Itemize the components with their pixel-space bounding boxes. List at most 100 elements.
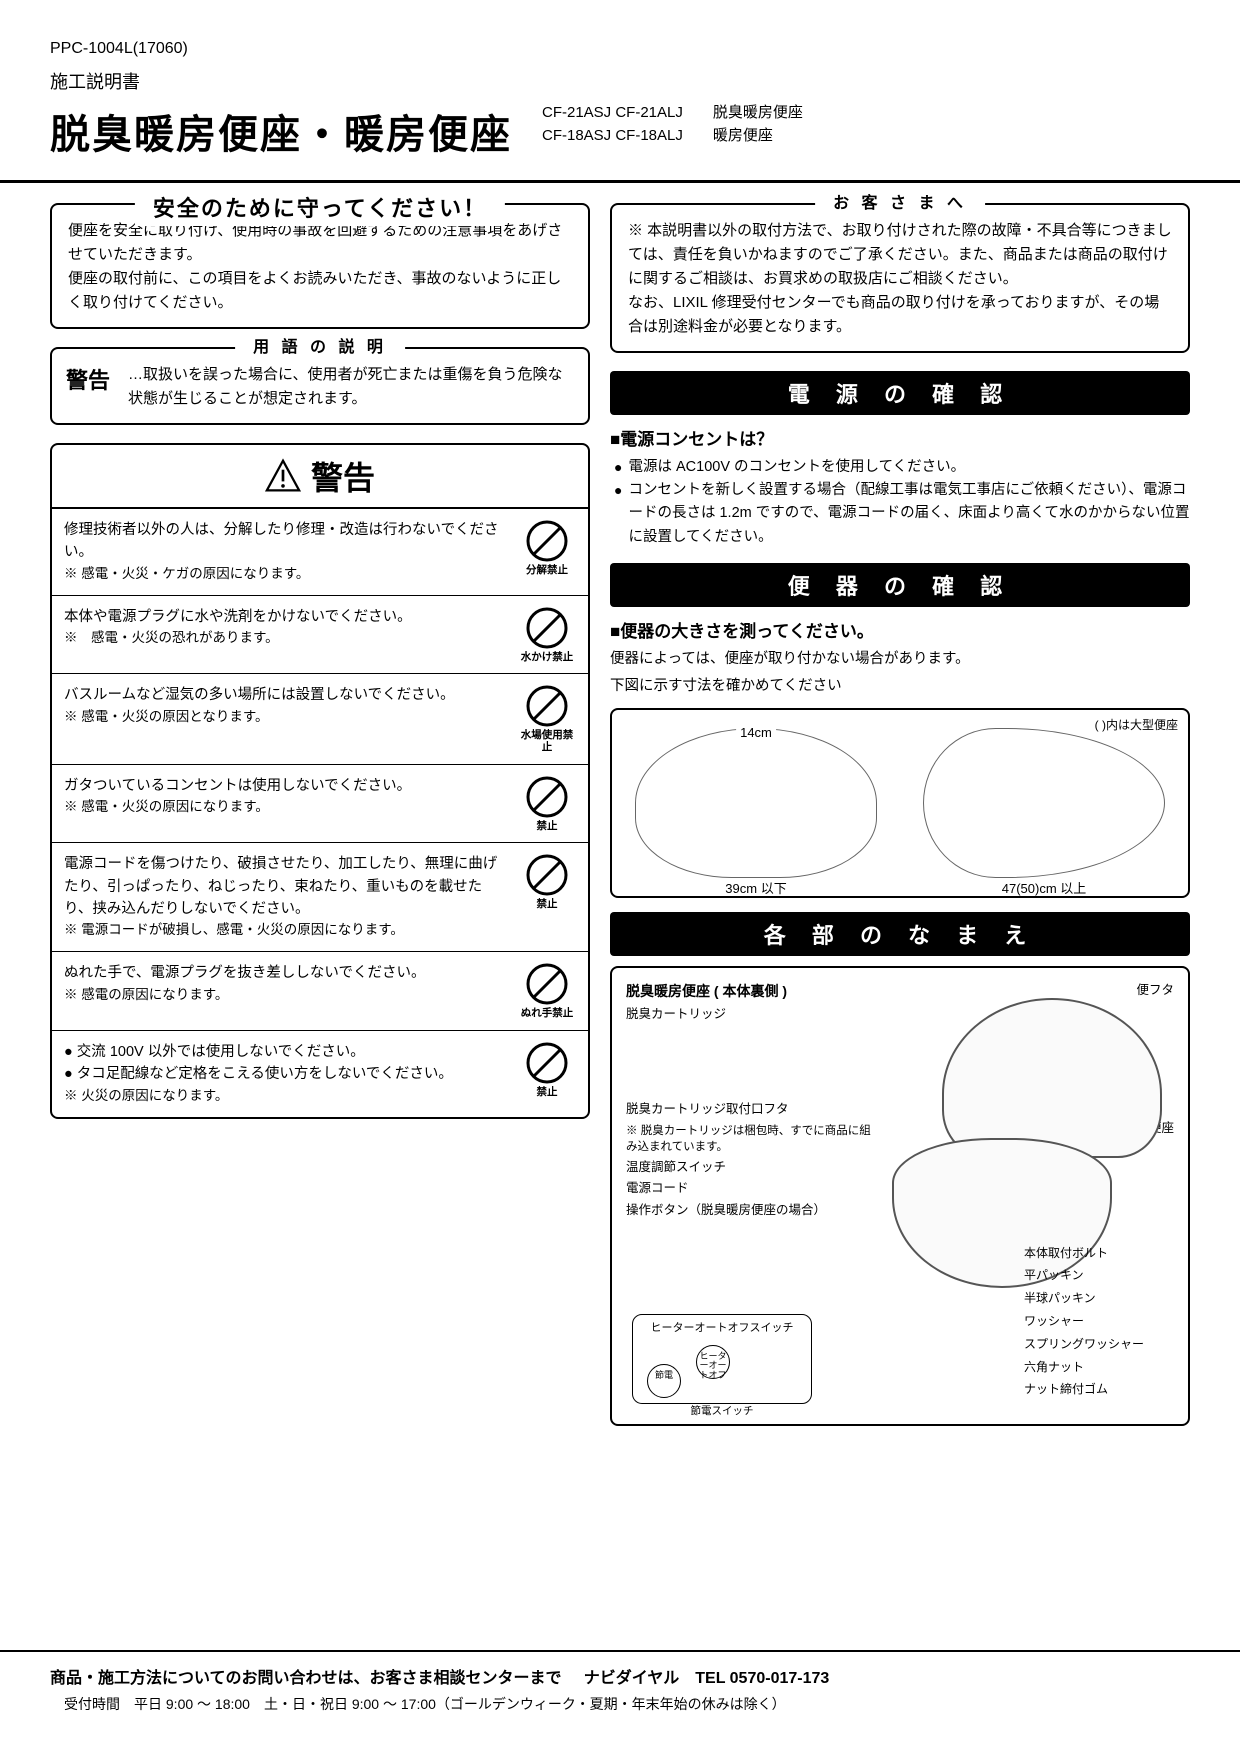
btn-eco: 節電 bbox=[647, 1364, 681, 1398]
warning-item: ● 交流 100V 以外では使用しないでください。 ● タコ足配線など定格をこえ… bbox=[52, 1030, 588, 1117]
model-line-2: CF-18ASJ CF-18ALJ bbox=[542, 125, 683, 148]
footer-contact: 商品・施工方法についてのお問い合わせは、お客さま相談センターまで ナビダイヤル … bbox=[50, 1664, 1190, 1688]
main-title: 脱臭暖房便座・暖房便座 bbox=[50, 102, 512, 160]
title-row: 脱臭暖房便座・暖房便座 CF-21ASJ CF-21ALJ CF-18ASJ C… bbox=[50, 102, 1190, 160]
panel-title: ヒーターオートオフスイッチ bbox=[641, 1321, 803, 1336]
toilet-section-bar: 便 器 の 確 認 bbox=[610, 563, 1190, 607]
icon-label: 水かけ禁止 bbox=[518, 652, 576, 664]
header-divider bbox=[0, 180, 1240, 183]
hardware-labels: 本体取付ボルト 平パッキン 半球パッキン ワッシャー スプリングワッシャー 六角… bbox=[1024, 1239, 1174, 1405]
label-op-buttons: 操作ボタン（脱臭暖房便座の場合） bbox=[626, 1202, 876, 1220]
parts-diagram: 脱臭暖房便座 ( 本体裏側 ) 脱臭カートリッジ 脱臭カートリッジ取付口フタ ※… bbox=[610, 966, 1190, 1426]
warn-text: バスルームなど湿気の多い場所には設置しないでください。 bbox=[64, 684, 510, 706]
hw-spring-washer: スプリングワッシャー bbox=[1024, 1336, 1174, 1353]
warn-note: ※ 感電・火災・ケガの原因になります。 bbox=[64, 564, 510, 585]
label-cartridge: 脱臭カートリッジ bbox=[626, 1006, 876, 1024]
prohibition-icon: 禁止 bbox=[518, 775, 576, 833]
terms-box: 用 語 の 説 明 警告 …取扱いを誤った場合に、使用者が死亡または重傷を負う危… bbox=[50, 347, 590, 425]
warn-note: ※ 感電・火災の原因となります。 bbox=[64, 707, 510, 728]
toilet-side-view: 47(50)cm 以上 bbox=[923, 728, 1165, 878]
parts-note: ※ 脱臭カートリッジは梱包時、すでに商品に組み込まれています。 bbox=[626, 1123, 876, 1155]
warning-item: 修理技術者以外の人は、分解したり修理・改造は行わないでください。 ※ 感電・火災… bbox=[52, 509, 588, 595]
dim-14cm: 14cm bbox=[736, 725, 776, 740]
warn-text: ぬれた手で、電源プラグを抜き差ししないでください。 bbox=[64, 962, 510, 984]
safety-box: 安全のために守ってください！ 便座を安全に取り付け、使用時の事故を回避するための… bbox=[50, 203, 590, 329]
terms-title: 用 語 の 説 明 bbox=[235, 335, 405, 361]
toilet-p1: 便器によっては、便座が取り付かない場合があります。 bbox=[610, 648, 1190, 671]
customer-body: ※ 本説明書以外の取付方法で、お取り付けされた際の故障・不具合等につきましては、… bbox=[628, 219, 1172, 339]
warning-header: 警告 bbox=[50, 443, 590, 507]
warn-text: ガタついているコンセントは使用しないでください。 bbox=[64, 775, 510, 797]
icon-label: 禁止 bbox=[518, 821, 576, 833]
control-panel-inset: ヒーターオートオフスイッチ 節電 ヒーターオートオフ 節電スイッチ bbox=[632, 1314, 812, 1404]
hw-bolt: 本体取付ボルト bbox=[1024, 1245, 1174, 1262]
footer-text-1b: ナビダイヤル TEL 0570-017-173 bbox=[584, 1670, 830, 1687]
doc-type: 施工説明書 bbox=[50, 68, 1190, 94]
icon-label: 水場使用禁止 bbox=[518, 730, 576, 753]
customer-title: お 客 さ ま へ bbox=[815, 191, 985, 217]
icon-label: ぬれ手禁止 bbox=[518, 1008, 576, 1020]
hw-hex-nut: 六角ナット bbox=[1024, 1359, 1174, 1376]
prohibition-icon: 禁止 bbox=[518, 853, 576, 911]
hw-flat-packing: 平パッキン bbox=[1024, 1267, 1174, 1284]
warn-text: 修理技術者以外の人は、分解したり修理・改造は行わないでください。 bbox=[64, 519, 510, 564]
parts-subtitle: 脱臭暖房便座 ( 本体裏側 ) bbox=[626, 982, 876, 1002]
label-power-cord: 電源コード bbox=[626, 1180, 876, 1198]
safety-title: 安全のために守ってください！ bbox=[135, 191, 505, 226]
label-lid: 便フタ bbox=[1034, 982, 1174, 1000]
footer-hours: 受付時間 平日 9:00 ～ 18:00 土・日・祝日 9:00 ～ 17:00… bbox=[50, 1694, 1190, 1714]
label-temp-switch: 温度調節スイッチ bbox=[626, 1159, 876, 1177]
hw-nut-rubber: ナット締付ゴム bbox=[1024, 1381, 1174, 1398]
hw-washer: ワッシャー bbox=[1024, 1313, 1174, 1330]
footer-text-1a: 商品・施工方法についてのお問い合わせは、お客さま相談センターまで bbox=[50, 1670, 562, 1687]
prohibition-icon: 分解禁止 bbox=[518, 519, 576, 577]
warn-note: ※ 感電・火災の恐れがあります。 bbox=[64, 628, 510, 649]
prohibition-icon: 水かけ禁止 bbox=[518, 606, 576, 664]
prohibition-icon: ぬれ手禁止 bbox=[518, 962, 576, 1020]
icon-label: 禁止 bbox=[518, 1087, 576, 1099]
term-text: …取扱いを誤った場合に、使用者が死亡または重傷を負う危険な状態が生じることが想定… bbox=[128, 363, 574, 411]
warning-item: 電源コードを傷つけたり、破損させたり、加工したり、無理に曲げたり、引っぱったり、… bbox=[52, 842, 588, 951]
warn-text: ● 交流 100V 以外では使用しないでください。 ● タコ足配線など定格をこえ… bbox=[64, 1041, 510, 1086]
warning-grid: 修理技術者以外の人は、分解したり修理・改造は行わないでください。 ※ 感電・火災… bbox=[50, 507, 590, 1119]
prohibition-icon: 水場使用禁止 bbox=[518, 684, 576, 753]
power-bullet-2: ●コンセントを新しく設置する場合（配線工事は電気工事店にご依頼ください）、電源コ… bbox=[610, 479, 1190, 549]
diagram-note: ( )内は大型便座 bbox=[1095, 716, 1178, 733]
power-section-bar: 電 源 の 確 認 bbox=[610, 371, 1190, 415]
btn-heater-auto-off: ヒーターオートオフ bbox=[696, 1345, 730, 1379]
footer: 商品・施工方法についてのお問い合わせは、お客さま相談センターまで ナビダイヤル … bbox=[50, 1650, 1190, 1714]
power-b2-text: コンセントを新しく設置する場合（配線工事は電気工事店にご依頼ください）、電源コー… bbox=[628, 479, 1190, 549]
term-label-warning: 警告 bbox=[66, 363, 122, 411]
warning-triangle-icon bbox=[265, 458, 301, 494]
toilet-dimension-diagram: ( )内は大型便座 14cm 39cm 以下 47(50)cm 以上 bbox=[610, 708, 1190, 898]
toilet-top-view: 14cm 39cm 以下 bbox=[635, 728, 877, 878]
warning-item: ぬれた手で、電源プラグを抜き差ししないでください。 ※ 感電の原因になります。 … bbox=[52, 951, 588, 1030]
model-desc-1: 脱臭暖房便座 bbox=[713, 102, 803, 125]
hw-hemisphere-packing: 半球パッキン bbox=[1024, 1290, 1174, 1307]
label-cartridge-cover: 脱臭カートリッジ取付口フタ bbox=[626, 1101, 876, 1119]
customer-box: お 客 さ ま へ ※ 本説明書以外の取付方法で、お取り付けされた際の故障・不具… bbox=[610, 203, 1190, 353]
toilet-p2: 下図に示す寸法を確かめてください bbox=[610, 675, 1190, 698]
warn-note: ※ 電源コードが破損し、感電・火災の原因になります。 bbox=[64, 920, 510, 941]
warning-item: バスルームなど湿気の多い場所には設置しないでください。 ※ 感電・火災の原因とな… bbox=[52, 673, 588, 763]
parts-section-bar: 各 部 の な ま え bbox=[610, 912, 1190, 956]
warning-item: 本体や電源プラグに水や洗剤をかけないでください。 ※ 感電・火災の恐れがあります… bbox=[52, 595, 588, 674]
power-subtitle: ■電源コンセントは？ bbox=[610, 425, 1190, 450]
prohibition-icon: 禁止 bbox=[518, 1041, 576, 1099]
toilet-subtitle: ■便器の大きさを測ってください。 bbox=[610, 617, 1190, 642]
model-numbers: CF-21ASJ CF-21ALJ CF-18ASJ CF-18ALJ bbox=[542, 102, 683, 147]
model-line-1: CF-21ASJ CF-21ALJ bbox=[542, 102, 683, 125]
warn-note: ※ 感電・火災の原因になります。 bbox=[64, 797, 510, 818]
doc-code: PPC-1004L(17060) bbox=[50, 40, 1190, 58]
warn-text: 電源コードを傷つけたり、破損させたり、加工したり、無理に曲げたり、引っぱったり、… bbox=[64, 853, 510, 920]
footer-divider bbox=[0, 1650, 1240, 1652]
dim-39cm: 39cm 以下 bbox=[725, 878, 786, 897]
warning-item: ガタついているコンセントは使用しないでください。 ※ 感電・火災の原因になります… bbox=[52, 764, 588, 843]
warn-note: ※ 火災の原因になります。 bbox=[64, 1086, 510, 1107]
model-desc-2: 暖房便座 bbox=[713, 125, 803, 148]
panel-bottom-label: 節電スイッチ bbox=[641, 1404, 803, 1419]
icon-label: 禁止 bbox=[518, 899, 576, 911]
dim-47cm: 47(50)cm 以上 bbox=[1002, 878, 1087, 897]
safety-body: 便座を安全に取り付け、使用時の事故を回避するための注意事項をあげさせていただきま… bbox=[68, 219, 572, 315]
power-b1-text: 電源は AC100V のコンセントを使用してください。 bbox=[628, 456, 965, 479]
